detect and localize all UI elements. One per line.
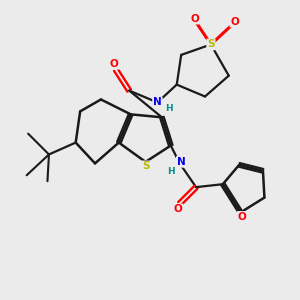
Text: O: O [174, 204, 183, 214]
Text: N: N [177, 157, 186, 167]
Text: O: O [190, 14, 199, 24]
Text: O: O [110, 59, 119, 69]
Text: H: H [168, 167, 175, 176]
Text: S: S [142, 161, 149, 171]
Text: O: O [238, 212, 247, 222]
Text: N: N [153, 98, 162, 107]
Text: H: H [165, 104, 172, 113]
Text: S: S [207, 40, 215, 50]
Text: O: O [230, 16, 239, 27]
